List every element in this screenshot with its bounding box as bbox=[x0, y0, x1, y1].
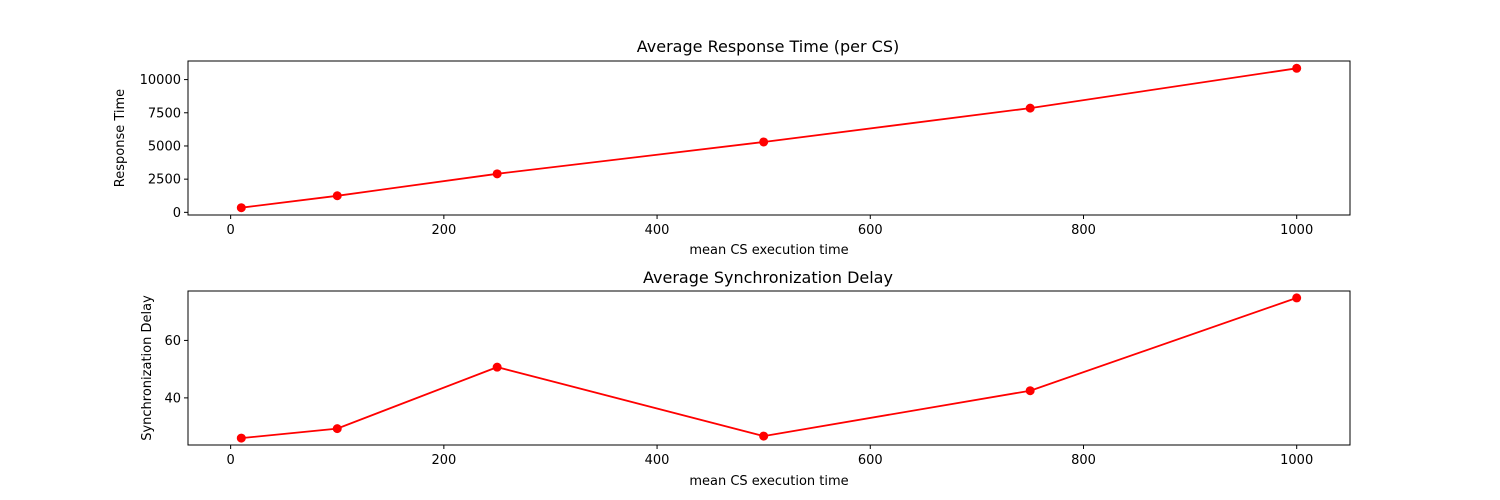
chart-2-y-tick-label: 60 bbox=[164, 334, 181, 349]
chart-2-x-tick-label: 800 bbox=[1071, 453, 1096, 468]
chart-response-time: Average Response Time (per CS) 0 200 400 60… bbox=[113, 37, 1351, 258]
chart-2-data-point bbox=[759, 431, 769, 441]
chart-1-x-tick-label: 200 bbox=[431, 223, 456, 238]
chart-2-title: Average Synchronization Delay bbox=[643, 268, 893, 287]
chart-1-x-tick-label: 0 bbox=[227, 223, 235, 238]
chart-sync-delay: Average Synchronization Delay 0 200 400 600… bbox=[140, 268, 1351, 489]
chart-1-y-tick-label: 5000 bbox=[148, 139, 181, 154]
chart-1-y-tick-label: 7500 bbox=[148, 106, 181, 121]
chart-2-data-point bbox=[1292, 293, 1302, 303]
chart-1-x-tick-label: 1000 bbox=[1280, 223, 1313, 238]
chart-1-x-tick-label: 400 bbox=[645, 223, 670, 238]
chart-2-data-point bbox=[1025, 386, 1035, 396]
chart-1-y-tick-label: 10000 bbox=[140, 73, 181, 88]
chart-2-series-line bbox=[241, 297, 1297, 439]
chart-1-data-point bbox=[1292, 63, 1302, 73]
chart-2-data-point bbox=[236, 433, 246, 443]
chart-2-y-axis-label: Synchronization Delay bbox=[140, 295, 155, 441]
chart-2-data-point bbox=[492, 362, 502, 372]
chart-1-data-point bbox=[1025, 103, 1035, 113]
chart-1-data-point bbox=[236, 203, 246, 213]
chart-1-data-point bbox=[492, 169, 502, 179]
chart-1-y-axis-label: Response Time bbox=[113, 89, 128, 187]
chart-2-x-tick-label: 1000 bbox=[1280, 453, 1313, 468]
chart-1-x-tick-label: 600 bbox=[858, 223, 883, 238]
chart-2-x-tick-label: 0 bbox=[227, 453, 235, 468]
chart-1-series bbox=[236, 63, 1302, 213]
chart-1-x-ticks: 0 200 400 600 800 1000 bbox=[227, 215, 1313, 238]
chart-2-series bbox=[236, 293, 1302, 443]
chart-1-y-tick-label: 0 bbox=[173, 206, 181, 221]
chart-2-x-ticks: 0 200 400 600 800 1000 bbox=[227, 445, 1313, 468]
chart-2-y-tick-label: 40 bbox=[164, 391, 181, 406]
chart-1-y-ticks: 0 2500 5000 7500 10000 bbox=[140, 73, 188, 221]
chart-1-title: Average Response Time (per CS) bbox=[637, 37, 899, 56]
chart-1-y-tick-label: 2500 bbox=[148, 173, 181, 188]
chart-2-plot-area bbox=[187, 290, 1351, 446]
chart-2-x-axis-label: mean CS execution time bbox=[689, 474, 848, 489]
chart-2-data-point bbox=[332, 424, 342, 434]
chart-2-x-tick-label: 600 bbox=[858, 453, 883, 468]
chart-1-data-point bbox=[759, 137, 769, 147]
chart-1-x-axis-label: mean CS execution time bbox=[689, 243, 848, 258]
chart-1-data-point bbox=[332, 191, 342, 201]
chart-2-y-ticks: 40 60 bbox=[164, 334, 188, 406]
chart-2-x-tick-label: 400 bbox=[645, 453, 670, 468]
chart-1-x-tick-label: 800 bbox=[1071, 223, 1096, 238]
chart-1-plot-area bbox=[187, 60, 1351, 216]
chart-2-x-tick-label: 200 bbox=[431, 453, 456, 468]
chart-1-series-line bbox=[241, 67, 1297, 209]
